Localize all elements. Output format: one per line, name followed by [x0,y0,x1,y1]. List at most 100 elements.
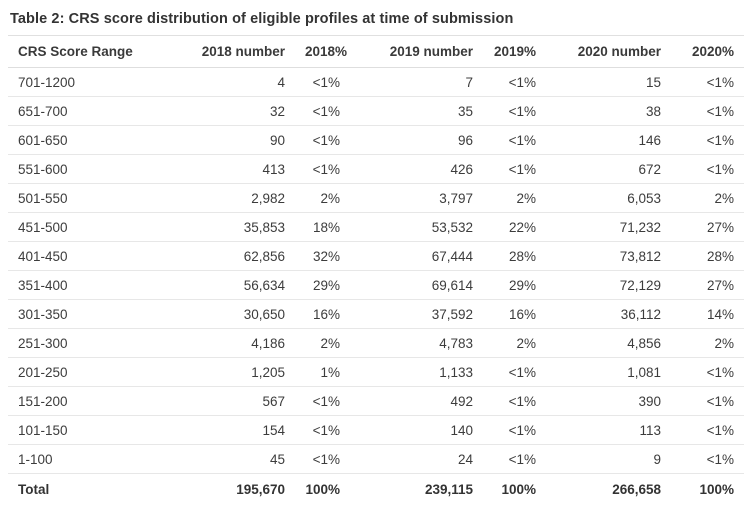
score-range-cell: 351-400 [8,270,188,300]
col-header-2020-percent: 2020% [671,35,744,68]
2019-number-cell: 426 [350,154,483,184]
table-row: 551-600 413 <1% 426 <1% 672 <1% [8,154,744,184]
score-range-cell: 401-450 [8,241,188,271]
2018-percent-cell: 32% [295,241,350,271]
2020-percent-cell: <1% [671,415,744,445]
2020-percent-cell: 2% [671,328,744,358]
table-row: 301-350 30,650 16% 37,592 16% 36,112 14% [8,299,744,329]
2018-number-cell: 4 [188,67,295,97]
2019-number-cell: 7 [350,67,483,97]
2018-number-cell: 62,856 [188,241,295,271]
table-row: 451-500 35,853 18% 53,532 22% 71,232 27% [8,212,744,242]
2019-percent-cell: 29% [483,270,546,300]
col-header-2020-number: 2020 number [546,35,671,68]
score-range-cell: 551-600 [8,154,188,184]
2019-percent-cell: <1% [483,386,546,416]
total-2020-number-cell: 266,658 [546,473,671,504]
total-2018-percent-cell: 100% [295,473,350,504]
2018-number-cell: 413 [188,154,295,184]
2020-number-cell: 390 [546,386,671,416]
total-2019-percent-cell: 100% [483,473,546,504]
score-range-cell: 501-550 [8,183,188,213]
2018-number-cell: 154 [188,415,295,445]
2018-percent-cell: 2% [295,183,350,213]
total-2020-percent-cell: 100% [671,473,744,504]
2020-percent-cell: <1% [671,444,744,474]
2020-percent-cell: 28% [671,241,744,271]
2018-number-cell: 30,650 [188,299,295,329]
2019-number-cell: 1,133 [350,357,483,387]
2020-percent-cell: <1% [671,96,744,126]
2020-number-cell: 15 [546,67,671,97]
2020-number-cell: 113 [546,415,671,445]
2019-percent-cell: <1% [483,357,546,387]
table-row: 1-100 45 <1% 24 <1% 9 <1% [8,444,744,474]
2020-percent-cell: <1% [671,386,744,416]
2018-number-cell: 45 [188,444,295,474]
total-row: Total 195,670 100% 239,115 100% 266,658 … [8,473,744,504]
2020-percent-cell: <1% [671,154,744,184]
2018-percent-cell: 2% [295,328,350,358]
crs-distribution-table: CRS Score Range 2018 number 2018% 2019 n… [8,35,744,504]
2020-number-cell: 9 [546,444,671,474]
2020-percent-cell: 27% [671,212,744,242]
2020-number-cell: 4,856 [546,328,671,358]
score-range-cell: 301-350 [8,299,188,329]
2018-number-cell: 32 [188,96,295,126]
2020-number-cell: 672 [546,154,671,184]
2019-percent-cell: <1% [483,67,546,97]
score-range-cell: 151-200 [8,386,188,416]
col-header-2019-percent: 2019% [483,35,546,68]
table-row: 151-200 567 <1% 492 <1% 390 <1% [8,386,744,416]
table-row: 251-300 4,186 2% 4,783 2% 4,856 2% [8,328,744,358]
2019-percent-cell: <1% [483,154,546,184]
table-row: 101-150 154 <1% 140 <1% 113 <1% [8,415,744,445]
2020-number-cell: 38 [546,96,671,126]
2018-number-cell: 56,634 [188,270,295,300]
score-range-cell: 451-500 [8,212,188,242]
table-row: 651-700 32 <1% 35 <1% 38 <1% [8,96,744,126]
2019-percent-cell: <1% [483,96,546,126]
col-header-2018-percent: 2018% [295,35,350,68]
2018-number-cell: 4,186 [188,328,295,358]
2019-percent-cell: 2% [483,328,546,358]
2020-number-cell: 71,232 [546,212,671,242]
table-title: Table 2: CRS score distribution of eligi… [10,11,514,27]
table-header: CRS Score Range 2018 number 2018% 2019 n… [8,35,744,68]
2019-percent-cell: <1% [483,125,546,155]
total-2019-number-cell: 239,115 [350,473,483,504]
2018-percent-cell: <1% [295,415,350,445]
2019-number-cell: 140 [350,415,483,445]
score-range-cell: 201-250 [8,357,188,387]
2018-percent-cell: 18% [295,212,350,242]
2019-number-cell: 492 [350,386,483,416]
score-range-cell: 101-150 [8,415,188,445]
score-range-cell: 701-1200 [8,67,188,97]
2019-number-cell: 37,592 [350,299,483,329]
2020-percent-cell: 2% [671,183,744,213]
2018-percent-cell: <1% [295,125,350,155]
table-row: 601-650 90 <1% 96 <1% 146 <1% [8,125,744,155]
2019-number-cell: 96 [350,125,483,155]
2020-percent-cell: <1% [671,125,744,155]
total-2018-number-cell: 195,670 [188,473,295,504]
2018-number-cell: 1,205 [188,357,295,387]
2018-percent-cell: 16% [295,299,350,329]
2019-number-cell: 4,783 [350,328,483,358]
2018-number-cell: 35,853 [188,212,295,242]
2019-percent-cell: 22% [483,212,546,242]
table-footer: Total 195,670 100% 239,115 100% 266,658 … [8,473,744,504]
2018-number-cell: 90 [188,125,295,155]
table-row: 701-1200 4 <1% 7 <1% 15 <1% [8,67,744,97]
2019-percent-cell: <1% [483,415,546,445]
score-range-cell: 651-700 [8,96,188,126]
2019-number-cell: 69,614 [350,270,483,300]
table-row: 351-400 56,634 29% 69,614 29% 72,129 27% [8,270,744,300]
score-range-cell: 251-300 [8,328,188,358]
2018-number-cell: 567 [188,386,295,416]
2018-percent-cell: <1% [295,154,350,184]
header-row: CRS Score Range 2018 number 2018% 2019 n… [8,35,744,68]
table-row: 501-550 2,982 2% 3,797 2% 6,053 2% [8,183,744,213]
total-label-cell: Total [8,473,188,504]
table-row: 201-250 1,205 1% 1,133 <1% 1,081 <1% [8,357,744,387]
